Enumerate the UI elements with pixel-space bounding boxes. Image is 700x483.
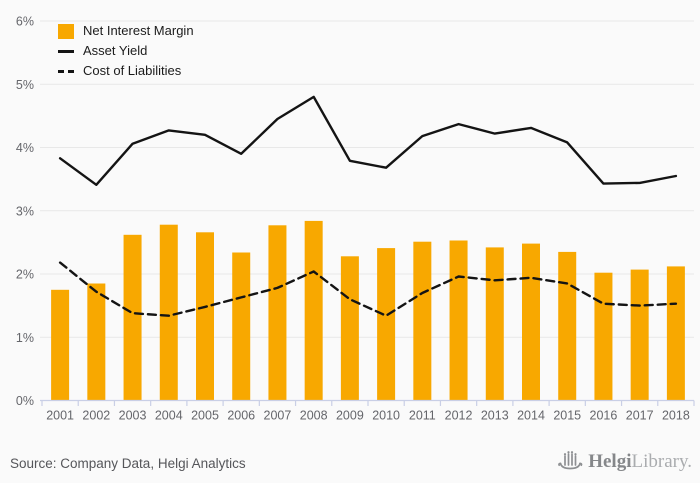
bar-2004 (159, 224, 178, 401)
y-axis-label-1%: 1% (16, 331, 34, 345)
bar-2018 (666, 266, 685, 401)
cost-of-liabilities-line-swatch (58, 69, 74, 73)
bar-2010 (377, 248, 396, 401)
x-axis-label-2007: 2007 (264, 409, 292, 423)
bar-2007 (268, 225, 287, 401)
y-axis-label-2%: 2% (16, 268, 34, 282)
legend-item-cost-of-liabilities[interactable]: Cost of Liabilities (58, 61, 194, 81)
helgi-ship-icon (558, 451, 583, 470)
legend-label-cost-of-liabilities: Cost of Liabilities (83, 63, 182, 78)
y-axis-label-4%: 4% (16, 141, 34, 155)
x-axis-label-2004: 2004 (155, 409, 183, 423)
x-axis-label-2008: 2008 (300, 409, 328, 423)
x-axis-label-2002: 2002 (82, 409, 110, 423)
x-axis-label-2013: 2013 (481, 409, 509, 423)
x-axis-label-2015: 2015 (553, 409, 581, 423)
y-axis-label-0%: 0% (16, 394, 34, 408)
source-note: Source: Company Data, Helgi Analytics (10, 456, 246, 471)
chart-legend: Net Interest Margin Asset Yield Cost of … (58, 21, 194, 81)
logo-text-light: Library. (631, 450, 693, 472)
bar-2015 (558, 251, 577, 401)
bar-2017 (630, 269, 649, 401)
net-interest-margin-swatch (58, 23, 74, 39)
x-axis-label-2014: 2014 (517, 409, 545, 423)
chart-canvas: 0% 1% 2% 3% 4% 5% 6% 2001 2002 2003 2004 2005 2006 20… (16, 15, 695, 423)
legend-label-net-interest-margin: Net Interest Margin (83, 23, 194, 38)
x-axis-label-2001: 2001 (46, 409, 74, 423)
bar-2014 (522, 243, 540, 401)
legend-label-asset-yield: Asset Yield (83, 43, 148, 58)
bar-2005 (196, 232, 214, 401)
y-axis-label-3%: 3% (16, 204, 34, 218)
logo-text-bold: Helgi (588, 450, 632, 472)
legend-item-net-interest-margin[interactable]: Net Interest Margin (58, 21, 194, 41)
x-axis-label-2017: 2017 (626, 409, 654, 423)
x-axis-label-2012: 2012 (445, 409, 473, 423)
bar-2006 (232, 252, 251, 401)
y-axis-label-6%: 6% (16, 15, 34, 29)
bar-2003 (123, 234, 142, 401)
bar-2011 (413, 241, 432, 401)
bar-2012 (449, 240, 468, 401)
line-asset-yield (58, 95, 678, 187)
bar-2008 (304, 220, 323, 401)
x-axis-label-2009: 2009 (336, 409, 364, 423)
y-axis-label-5%: 5% (16, 78, 34, 92)
logo-wordmark: HelgiLibrary. (588, 450, 692, 474)
bar-2009 (340, 256, 359, 401)
bar-2013 (485, 247, 504, 401)
bar-2016 (594, 272, 613, 401)
x-axis-label-2003: 2003 (119, 409, 147, 423)
bar-2002 (87, 283, 106, 401)
x-axis-label-2005: 2005 (191, 409, 219, 423)
x-axis-label-2006: 2006 (227, 409, 255, 423)
bar-2001 (51, 289, 70, 401)
asset-yield-line-swatch (58, 49, 74, 53)
x-axis-label-2010: 2010 (372, 409, 400, 423)
legend-item-asset-yield[interactable]: Asset Yield (58, 41, 194, 61)
x-axis-label-2018: 2018 (662, 409, 690, 423)
x-axis-label-2011: 2011 (409, 409, 436, 423)
line-cost-of-liabilities (58, 261, 678, 317)
helgi-library-logo[interactable]: HelgiLibrary. (557, 449, 692, 474)
x-axis-label-2016: 2016 (590, 409, 618, 423)
